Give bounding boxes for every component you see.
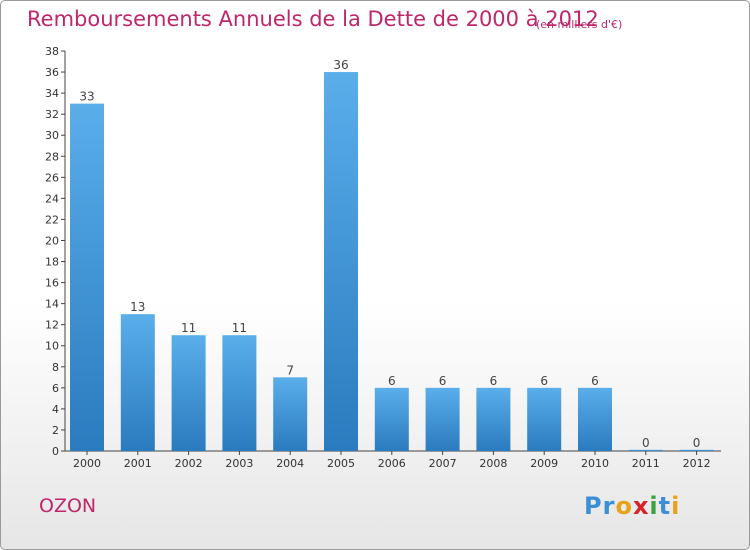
- y-tick-label: 0: [52, 445, 59, 458]
- bar: [679, 449, 714, 451]
- bar: [324, 72, 358, 451]
- x-tick-label: 2006: [378, 457, 406, 470]
- x-tick-label: 2000: [73, 457, 101, 470]
- bar: [476, 387, 511, 451]
- bar: [628, 449, 663, 451]
- logo-letter: x: [632, 492, 650, 520]
- y-tick-label: 30: [45, 129, 59, 142]
- data-label: 36: [333, 58, 348, 72]
- data-label: 6: [388, 374, 396, 388]
- x-tick-label: 2004: [276, 457, 304, 470]
- x-tick-label: 2005: [327, 457, 355, 470]
- y-tick-label: 14: [45, 298, 59, 311]
- data-label: 11: [181, 321, 196, 335]
- x-tick-label: 2009: [530, 457, 558, 470]
- y-tick-label: 36: [45, 66, 59, 79]
- x-tick-label: 2007: [429, 457, 457, 470]
- y-tick-label: 38: [45, 45, 59, 58]
- data-label: 33: [79, 90, 94, 104]
- commune-name: OZON: [39, 495, 97, 517]
- x-tick-label: 2010: [581, 457, 609, 470]
- y-tick-label: 12: [45, 319, 59, 332]
- bar: [171, 335, 206, 451]
- data-label: 0: [693, 436, 701, 450]
- x-tick-label: 2012: [683, 457, 711, 470]
- y-tick-label: 26: [45, 171, 59, 184]
- x-tick-label: 2003: [225, 457, 253, 470]
- bar: [70, 103, 104, 451]
- data-label: 0: [642, 436, 650, 450]
- chart-subtitle: (en milliers d'€): [536, 18, 623, 31]
- y-tick-label: 2: [52, 424, 59, 437]
- y-tick-label: 24: [45, 192, 59, 205]
- proxiti-logo: Proxiti: [584, 492, 680, 520]
- logo-letter: i: [649, 492, 659, 520]
- logo-letter: o: [615, 492, 633, 520]
- logo-letter: P: [584, 492, 603, 520]
- bar: [374, 387, 409, 451]
- y-tick-label: 6: [52, 382, 59, 395]
- y-tick-label: 10: [45, 340, 59, 353]
- data-label: 7: [286, 363, 294, 377]
- data-label: 6: [540, 374, 548, 388]
- x-tick-label: 2001: [124, 457, 152, 470]
- y-tick-label: 4: [52, 403, 59, 416]
- data-label: 6: [439, 374, 447, 388]
- bar: [120, 314, 155, 451]
- data-label: 6: [591, 374, 599, 388]
- data-label: 6: [490, 374, 498, 388]
- x-tick-label: 2008: [479, 457, 507, 470]
- data-label: 13: [130, 300, 145, 314]
- bar: [222, 335, 257, 451]
- bar: [578, 387, 612, 451]
- y-tick-label: 28: [45, 150, 59, 163]
- y-tick-label: 22: [45, 213, 59, 226]
- bar: [273, 377, 308, 451]
- x-tick-label: 2011: [632, 457, 660, 470]
- chart-title: Remboursements Annuels de la Dette de 20…: [27, 7, 599, 31]
- x-tick-label: 2002: [175, 457, 203, 470]
- y-tick-label: 16: [45, 277, 59, 290]
- y-tick-label: 34: [45, 87, 59, 100]
- y-tick-label: 20: [45, 234, 59, 247]
- data-label: 11: [232, 321, 247, 335]
- y-tick-label: 18: [45, 256, 59, 269]
- bar: [527, 387, 562, 451]
- logo-letter: t: [658, 492, 672, 520]
- y-tick-label: 32: [45, 108, 59, 121]
- y-tick-label: 8: [52, 361, 59, 374]
- logo-letter: i: [671, 492, 681, 520]
- logo-letter: r: [602, 492, 616, 520]
- bar: [425, 387, 460, 451]
